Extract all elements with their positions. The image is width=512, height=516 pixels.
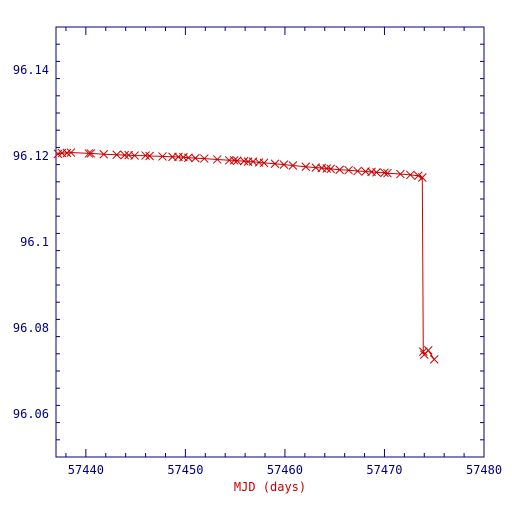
- series-layer: [53, 148, 439, 364]
- y-tick-label: 96.14: [13, 63, 49, 77]
- x-tick-label: 57450: [167, 463, 203, 477]
- data-point: [259, 158, 269, 168]
- data-point: [396, 169, 405, 179]
- data-point: [120, 150, 130, 160]
- data-point: [270, 159, 280, 169]
- y-tick-label: 96.12: [13, 149, 49, 163]
- data-point: [86, 149, 96, 158]
- y-tick-label: 96.08: [13, 321, 49, 335]
- data-point: [301, 162, 311, 172]
- data-point: [112, 150, 122, 160]
- y-tick-label: 96.1: [20, 235, 49, 249]
- data-point: [158, 152, 167, 161]
- x-tick-label: 57470: [366, 463, 402, 477]
- data-point: [239, 156, 249, 166]
- series-line: [57, 152, 435, 360]
- y-tick-label: 96.06: [13, 407, 49, 421]
- data-point: [199, 154, 209, 163]
- x-tick-label: 57460: [267, 463, 303, 477]
- data-point: [405, 170, 415, 180]
- data-point: [99, 149, 109, 159]
- data-point: [184, 153, 193, 163]
- tick-labels: 57440 57450 57460 57470 57480 96.06 96.08 96.1 9…: [13, 63, 502, 477]
- x-tick-label: 57440: [68, 463, 104, 477]
- data-point: [66, 148, 76, 157]
- data-point: [417, 173, 427, 182]
- data-point: [353, 166, 362, 176]
- x-tick-label: 57480: [466, 463, 502, 477]
- data-point: [383, 168, 392, 178]
- data-point: [418, 347, 428, 357]
- data-point: [130, 151, 139, 160]
- data-point: [335, 165, 345, 175]
- data-point: [372, 167, 381, 177]
- data-point: [232, 156, 242, 166]
- data-point: [190, 153, 200, 163]
- data-point: [62, 148, 72, 158]
- data-point: [229, 155, 239, 165]
- data-point: [212, 155, 222, 164]
- data-point: [429, 355, 439, 364]
- data-point: [344, 165, 353, 175]
- axis-ticks: [56, 26, 485, 458]
- data-point: [145, 151, 154, 161]
- data-point: [84, 149, 94, 158]
- data-point: [423, 346, 433, 355]
- data-point: [279, 160, 289, 169]
- data-point: [326, 164, 336, 174]
- x-axis-label: MJD (days): [234, 480, 306, 494]
- data-point: [322, 164, 332, 173]
- data-point: [288, 161, 298, 170]
- plot-frame: [55, 26, 485, 458]
- data-point: [141, 151, 150, 160]
- data-point: [380, 168, 389, 178]
